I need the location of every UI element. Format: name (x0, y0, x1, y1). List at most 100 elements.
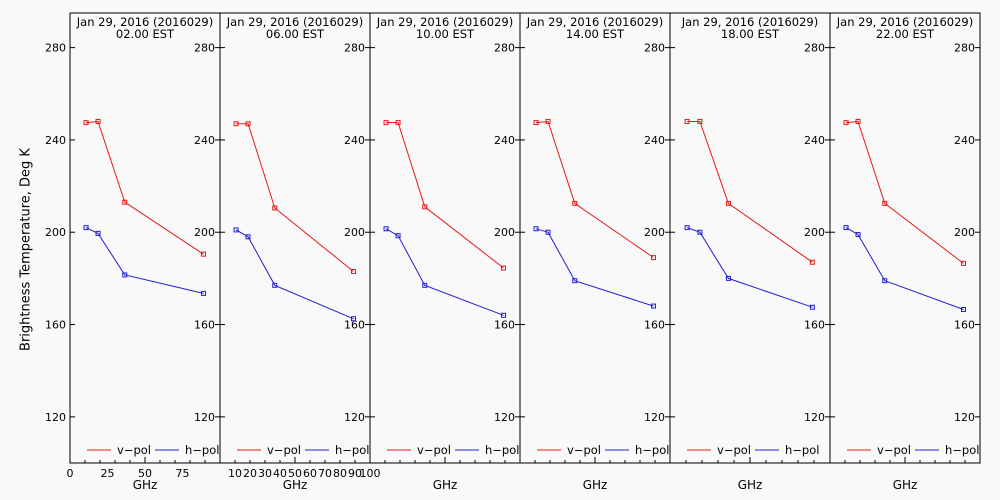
y-tick-label: 120 (644, 411, 665, 424)
panel-title: Jan 29, 2016 (2016029) (76, 15, 213, 29)
data-point (122, 272, 128, 278)
y-tick-label: 160 (344, 319, 365, 332)
data-point (395, 233, 401, 239)
data-point (422, 282, 428, 288)
x-tick-label: 10 (228, 467, 242, 480)
y-tick-label: 120 (45, 411, 66, 424)
data-point (684, 225, 690, 231)
y-tick-label: 200 (644, 226, 665, 239)
x-tick-label: 50 (288, 467, 302, 480)
x-tick-label: 90 (348, 467, 362, 480)
series-line-v-pol (236, 123, 354, 272)
series-line-v-pol (535, 120, 654, 259)
y-tick-label: 200 (344, 226, 365, 239)
legend-label: h−pol (185, 443, 219, 457)
x-tick-label: 70 (318, 467, 332, 480)
panel-subtitle: 10.00 EST (416, 27, 475, 41)
legend-label: v−pol (877, 443, 911, 457)
data-point (651, 303, 656, 309)
panel-subtitle: 18.00 EST (721, 27, 780, 41)
y-tick-label: 120 (954, 411, 975, 424)
data-point (201, 251, 206, 257)
panel-title: Jan 29, 2016 (2016029) (681, 15, 818, 29)
y-tick-label: 120 (494, 411, 515, 424)
x-tick-label: 20 (243, 467, 257, 480)
data-point (122, 199, 128, 205)
y-tick-label: 200 (494, 226, 515, 239)
data-point (245, 234, 251, 240)
y-tick-label: 160 (45, 319, 66, 332)
x-axis-label: GHz (133, 478, 158, 492)
data-point (697, 118, 703, 124)
series-line-v-pol (687, 121, 813, 263)
panel-subtitle: 14.00 EST (566, 27, 625, 41)
panel-title: Jan 29, 2016 (2016029) (836, 15, 973, 29)
series-line-v-pol (845, 120, 964, 264)
x-tick-label: 75 (176, 467, 190, 480)
y-tick-label: 120 (344, 411, 365, 424)
y-tick-label: 240 (494, 134, 515, 147)
data-point (961, 260, 966, 266)
data-point (809, 304, 815, 310)
panel-title: Jan 29, 2016 (2016029) (226, 15, 363, 29)
series-line-h-pol (845, 227, 964, 310)
data-point (882, 200, 888, 206)
y-tick-label: 200 (804, 226, 825, 239)
data-point (501, 265, 506, 271)
x-tick-label: 100 (360, 467, 381, 480)
y-tick-label: 280 (194, 42, 215, 55)
panel-subtitle: 22.00 EST (876, 27, 935, 41)
y-tick-label: 160 (804, 319, 825, 332)
series-line-h-pol (385, 228, 504, 316)
x-axis-label: GHz (433, 478, 458, 492)
series-line-v-pol (386, 122, 504, 269)
legend-label: v−pol (117, 443, 151, 457)
x-axis-label: GHz (583, 478, 608, 492)
data-point (882, 278, 888, 284)
data-point (233, 121, 239, 127)
data-point (843, 120, 849, 126)
x-tick-label: 50 (138, 467, 152, 480)
legend-label: v−pol (417, 443, 451, 457)
y-tick-label: 200 (194, 226, 215, 239)
legend-label: h−pol (635, 443, 669, 457)
y-tick-label: 160 (494, 319, 515, 332)
y-tick-label: 240 (954, 134, 975, 147)
x-tick-label: 80 (333, 467, 347, 480)
series-line-h-pol (85, 227, 204, 294)
legend-label: h−pol (945, 443, 979, 457)
y-tick-label: 240 (644, 134, 665, 147)
legend-label: h−pol (335, 443, 369, 457)
data-point (201, 290, 206, 296)
x-tick-label: 40 (273, 467, 287, 480)
data-point (651, 255, 656, 261)
y-tick-label: 120 (804, 411, 825, 424)
x-tick-label: 25 (101, 467, 115, 480)
y-tick-label: 120 (194, 411, 215, 424)
panel-title: Jan 29, 2016 (2016029) (526, 15, 663, 29)
panel-title: Jan 29, 2016 (2016029) (376, 15, 513, 29)
legend-label: v−pol (567, 443, 601, 457)
y-tick-label: 280 (804, 42, 825, 55)
y-tick-label: 280 (45, 42, 66, 55)
y-tick-label: 280 (644, 42, 665, 55)
data-point (272, 205, 278, 211)
data-point (95, 118, 101, 124)
y-tick-label: 240 (45, 134, 66, 147)
data-point (383, 226, 389, 232)
data-point (545, 118, 551, 124)
y-tick-label: 200 (45, 226, 66, 239)
data-point (351, 268, 356, 274)
data-point (83, 120, 89, 126)
series-line-v-pol (85, 120, 204, 255)
panel-subtitle: 02.00 EST (116, 27, 175, 41)
data-point (572, 200, 578, 206)
data-point (83, 225, 89, 231)
legend-label: h−pol (485, 443, 519, 457)
y-tick-label: 240 (804, 134, 825, 147)
x-tick-label: 30 (258, 467, 272, 480)
data-point (725, 275, 731, 281)
y-tick-label: 160 (194, 319, 215, 332)
legend-label: v−pol (717, 443, 751, 457)
